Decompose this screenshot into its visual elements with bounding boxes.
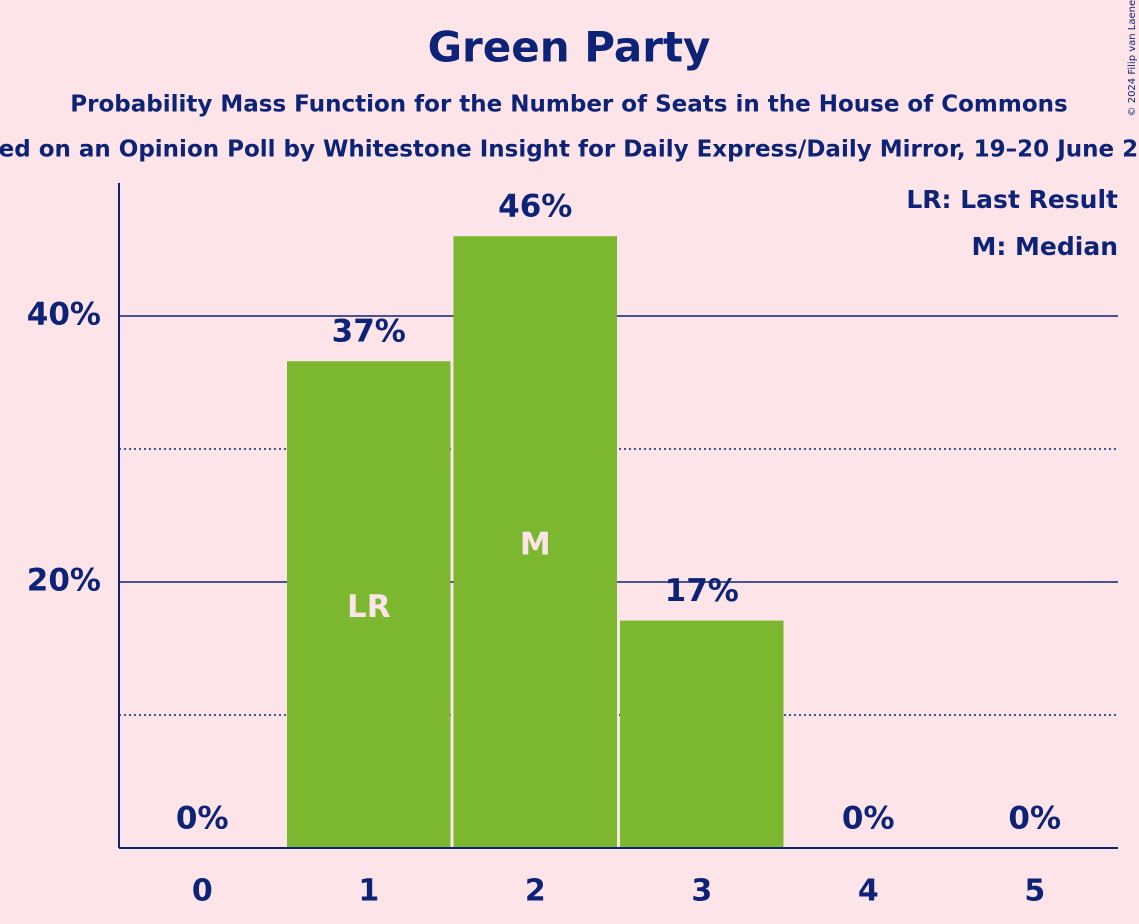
- x-tick-label: 3: [691, 874, 712, 909]
- legend-entry: M: Median: [971, 232, 1118, 261]
- bar-marker: LR: [347, 589, 391, 625]
- x-tick-label: 0: [192, 874, 213, 909]
- value-label: 37%: [332, 314, 406, 350]
- legend-entry: LR: Last Result: [906, 185, 1118, 214]
- y-tick-label: 40%: [27, 297, 101, 333]
- value-label: 17%: [665, 573, 739, 609]
- x-tick-label: 5: [1024, 874, 1045, 909]
- value-label: 0%: [176, 801, 229, 837]
- x-tick-label: 2: [525, 874, 546, 909]
- value-label: 0%: [1008, 801, 1061, 837]
- x-tick-label: 1: [358, 874, 379, 909]
- value-label: 46%: [498, 189, 572, 225]
- chart-subtitle: Based on an Opinion Poll by Whitestone I…: [0, 137, 1139, 163]
- chart-title: Green Party: [428, 23, 711, 72]
- value-label: 0%: [842, 801, 895, 837]
- x-tick-label: 4: [858, 874, 879, 909]
- bar: [620, 620, 784, 848]
- chart-subtitle: Probability Mass Function for the Number…: [70, 92, 1067, 118]
- bar: [287, 361, 451, 848]
- bar: [453, 236, 617, 848]
- bar-marker: M: [520, 527, 551, 563]
- copyright: © 2024 Filip van Laenen: [1127, 0, 1138, 116]
- y-tick-label: 20%: [27, 563, 101, 599]
